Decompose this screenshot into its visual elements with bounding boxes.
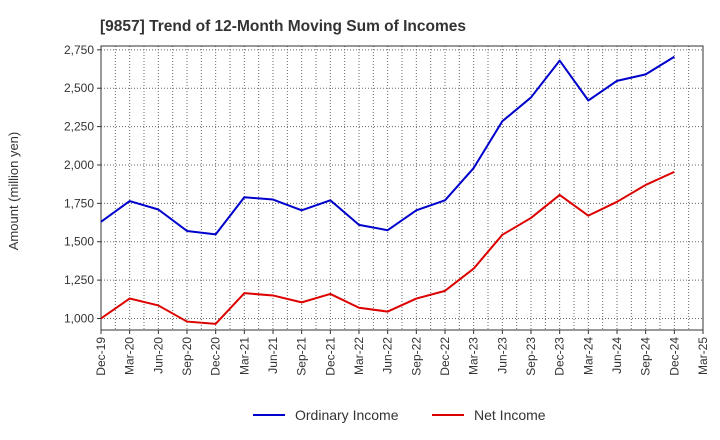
y-tick-label: 2,000 [64,158,94,172]
legend: Ordinary Income Net Income [253,407,546,423]
series-line-ordinary-income [100,55,675,236]
grid-lines [101,46,703,330]
x-tick-label: Mar-21 [237,337,251,375]
y-axis-ticks: 1,000 1,250 1,500 1,750 2,000 2,250 2,500 2,750 [64,43,101,325]
x-tick-label: Jun-24 [610,337,624,374]
chart-title: [9857] Trend of 12-Month Moving Sum of I… [100,18,466,35]
y-axis-label: Amount (million yen) [6,132,21,251]
series-lines [100,55,675,325]
y-tick-label: 1,500 [64,235,94,249]
x-tick-label: Jun-20 [151,337,165,374]
x-tick-label: Sep-20 [180,337,194,376]
legend-label-ordinary-income: Ordinary Income [295,407,399,423]
x-tick-label: Jun-21 [266,337,280,374]
x-tick-label: Sep-23 [524,337,538,376]
x-tick-label: Dec-23 [553,337,567,376]
series-line-net-income [100,170,675,325]
x-tick-label: Sep-21 [295,337,309,376]
x-tick-label: Dec-21 [323,337,337,376]
y-tick-label: 1,750 [64,196,94,210]
plot-area-frame [100,45,704,331]
y-tick-label: 2,500 [64,81,94,95]
y-tick-label: 2,250 [64,120,94,134]
x-tick-label: Jun-23 [495,337,509,374]
x-tick-label: Sep-22 [409,337,423,376]
x-tick-label: Mar-20 [123,337,137,375]
x-tick-label: Mar-24 [581,337,595,375]
y-tick-label: 1,000 [64,311,94,325]
x-tick-label: Dec-20 [209,337,223,376]
y-tick-label: 1,250 [64,273,94,287]
x-tick-label: Mar-22 [352,337,366,375]
x-tick-label: Mar-23 [467,337,481,375]
x-axis-ticks: Dec-19 Mar-20 Jun-20 Sep-20 Dec-20 Mar-21 Jun-… [94,330,710,376]
x-tick-label: Sep-24 [639,337,653,376]
x-tick-label: Dec-19 [94,337,108,376]
y-tick-label: 2,750 [64,43,94,57]
legend-label-net-income: Net Income [474,407,546,423]
x-tick-label: Jun-22 [381,337,395,374]
x-tick-label: Dec-22 [438,337,452,376]
x-tick-label: Mar-25 [696,337,710,375]
x-tick-label: Dec-24 [667,337,681,376]
